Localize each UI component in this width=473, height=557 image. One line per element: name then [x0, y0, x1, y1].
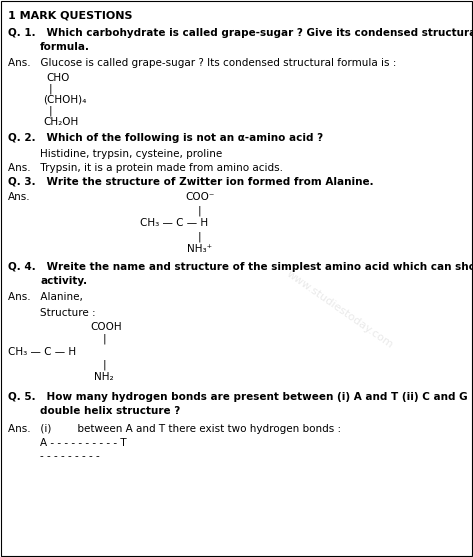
Text: double helix structure ?: double helix structure ?	[40, 406, 180, 416]
Text: Ans.   (i)        between A and T there exist two hydrogen bonds :: Ans. (i) between A and T there exist two…	[8, 424, 341, 434]
Text: |: |	[103, 334, 106, 344]
Text: |: |	[49, 106, 53, 116]
Text: Structure :: Structure :	[40, 308, 96, 318]
Text: Ans.   Glucose is called grape-sugar ? Its condensed structural formula is :: Ans. Glucose is called grape-sugar ? Its…	[8, 58, 396, 68]
Text: NH₃⁺: NH₃⁺	[187, 244, 212, 254]
Text: |: |	[103, 360, 106, 370]
Text: CHO: CHO	[46, 73, 70, 83]
Text: (CHOH)₄: (CHOH)₄	[43, 95, 87, 105]
Text: formula.: formula.	[40, 42, 90, 52]
Text: www.studiestoday.com: www.studiestoday.com	[285, 269, 395, 351]
Text: Histidine, trypsin, cysteine, proline: Histidine, trypsin, cysteine, proline	[40, 149, 222, 159]
Text: Ans.: Ans.	[8, 192, 31, 202]
Text: A - - - - - - - - - - T: A - - - - - - - - - - T	[40, 438, 127, 448]
Text: CH₂OH: CH₂OH	[43, 117, 78, 127]
Text: Q. 4.   Wreite the name and structure of the simplest amino acid which can show : Q. 4. Wreite the name and structure of t…	[8, 262, 473, 272]
Text: CH₃ — C — H: CH₃ — C — H	[8, 347, 76, 357]
Text: - - - - - - - - -: - - - - - - - - -	[40, 451, 100, 461]
Text: Ans.   Trypsin, it is a protein made from amino acids.: Ans. Trypsin, it is a protein made from …	[8, 163, 283, 173]
Text: |: |	[198, 231, 201, 242]
Text: Ans.   Alanine,: Ans. Alanine,	[8, 292, 83, 302]
Text: COOH: COOH	[90, 322, 122, 332]
Text: Q. 1.   Which carbohydrate is called grape-sugar ? Give its condensed structural: Q. 1. Which carbohydrate is called grape…	[8, 28, 473, 38]
Text: Q. 3.   Write the structure of Zwitter ion formed from Alanine.: Q. 3. Write the structure of Zwitter ion…	[8, 177, 374, 187]
Text: Q. 2.   Which of the following is not an α-amino acid ?: Q. 2. Which of the following is not an α…	[8, 133, 323, 143]
Text: activity.: activity.	[40, 276, 87, 286]
Text: |: |	[49, 84, 53, 95]
Text: |: |	[198, 205, 201, 216]
Text: COO⁻: COO⁻	[185, 192, 214, 202]
Text: CH₃ — C — H: CH₃ — C — H	[140, 218, 208, 228]
Text: 1 MARK QUESTIONS: 1 MARK QUESTIONS	[8, 10, 132, 20]
Text: Q. 5.   How many hydrogen bonds are present between (i) A and T (ii) C and G in : Q. 5. How many hydrogen bonds are presen…	[8, 392, 473, 402]
Text: NH₂: NH₂	[94, 372, 114, 382]
